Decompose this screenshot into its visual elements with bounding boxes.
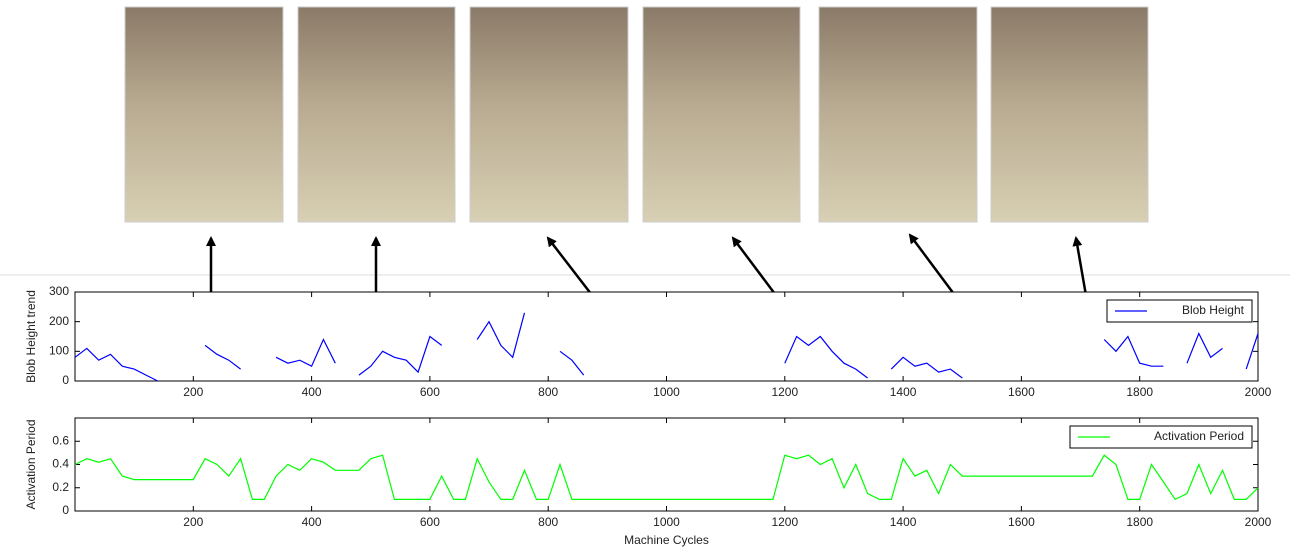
plot-area: [74, 417, 1259, 512]
x-tick-label: 1400: [890, 385, 917, 399]
x-tick-label: 600: [420, 385, 440, 399]
y-tick-label: 0.6: [52, 433, 69, 447]
photo: [297, 6, 456, 223]
x-tick-label: 1000: [653, 385, 680, 399]
x-tick-label: 800: [538, 515, 558, 529]
x-tick-label: 1200: [771, 385, 798, 399]
photo: [642, 6, 801, 223]
photo: [990, 6, 1149, 223]
x-tick-label: 200: [183, 385, 203, 399]
x-tick-label: 1000: [653, 515, 680, 529]
y-axis-label: Blob Height trend: [24, 290, 38, 383]
x-tick-label: 1400: [890, 515, 917, 529]
x-tick-label: 1600: [1008, 515, 1035, 529]
y-tick-label: 200: [49, 314, 69, 328]
x-tick-label: 2000: [1245, 385, 1272, 399]
legend-label: Activation Period: [1154, 429, 1244, 443]
data-line: [74, 312, 1259, 382]
data-line: [74, 454, 1259, 501]
x-tick-label: 800: [538, 385, 558, 399]
photo: [469, 6, 629, 223]
plot-area: [74, 291, 1259, 382]
x-tick-label: 400: [302, 515, 322, 529]
y-tick-label: 0.2: [52, 480, 69, 494]
photo: [124, 6, 284, 223]
y-tick-label: 300: [49, 284, 69, 298]
x-tick-label: 1800: [1126, 385, 1153, 399]
x-tick-label: 1200: [771, 515, 798, 529]
x-tick-label: 1800: [1126, 515, 1153, 529]
photo: [818, 6, 978, 223]
photos: [124, 6, 1149, 223]
legend-box: [1106, 299, 1253, 323]
legend-label: Blob Height: [1182, 303, 1245, 317]
y-axis-label: Activation Period: [24, 419, 38, 509]
legend-box: [1069, 425, 1253, 449]
x-tick-label: 400: [302, 385, 322, 399]
x-axis-label: Machine Cycles: [624, 533, 709, 547]
y-tick-label: 0.4: [52, 457, 69, 471]
x-tick-label: 1600: [1008, 385, 1035, 399]
y-tick-label: 0: [62, 373, 69, 387]
y-tick-label: 0: [62, 503, 69, 517]
y-tick-label: 100: [49, 344, 69, 358]
x-tick-label: 600: [420, 515, 440, 529]
x-tick-label: 200: [183, 515, 203, 529]
x-tick-label: 2000: [1245, 515, 1272, 529]
